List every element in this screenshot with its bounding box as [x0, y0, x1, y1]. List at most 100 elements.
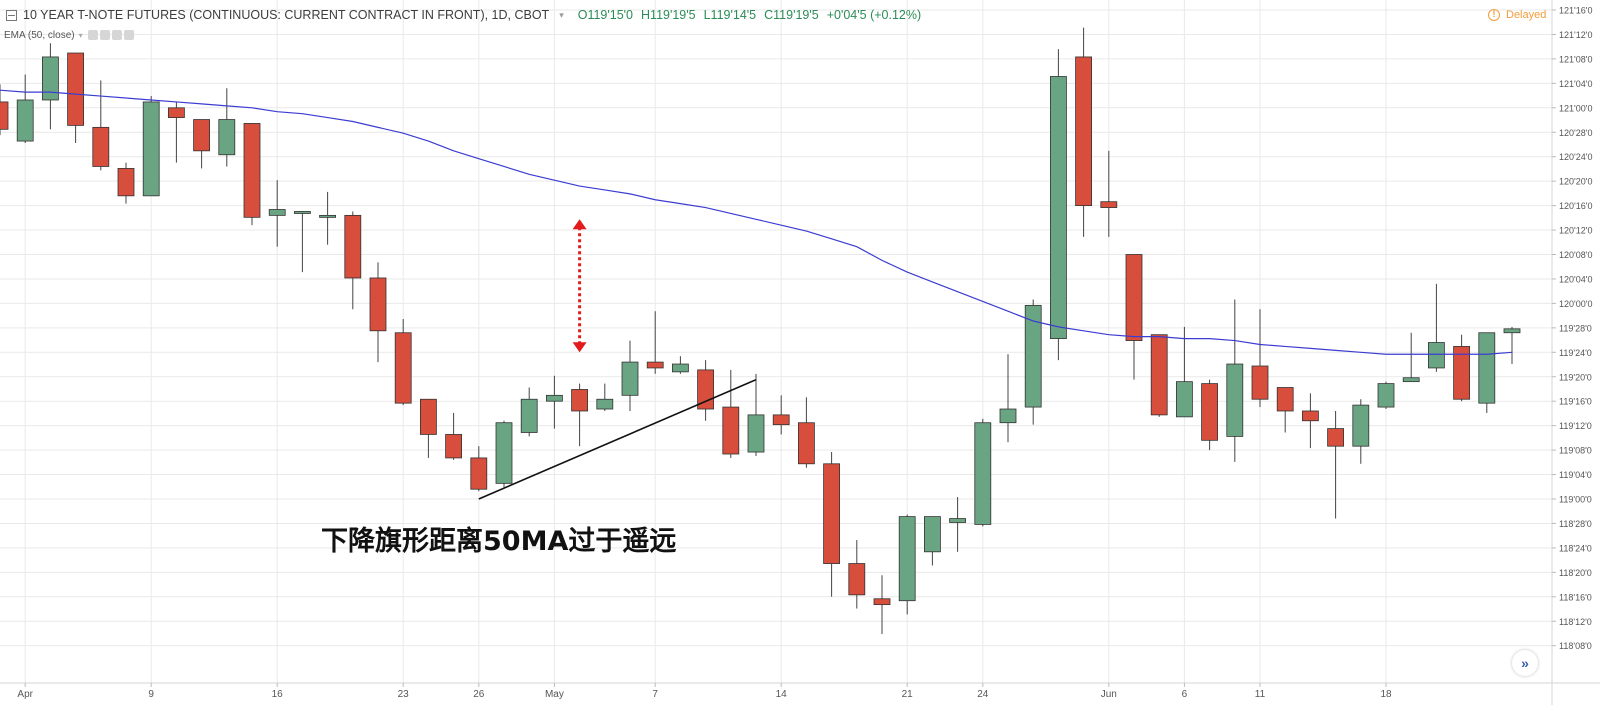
- x-tick-label: 6: [1182, 689, 1188, 700]
- candle-body: [722, 406, 740, 455]
- y-tick-label: 121'04'0: [1559, 79, 1592, 89]
- candle-body: [1402, 377, 1420, 383]
- ohlc-high: H119'19'5: [641, 8, 696, 22]
- candle: [1302, 393, 1319, 449]
- candle: [873, 575, 891, 634]
- x-tick-label: 23: [398, 689, 410, 700]
- candle: [1226, 299, 1244, 462]
- candle: [1024, 299, 1042, 425]
- candle-body: [520, 398, 538, 433]
- candle-body: [67, 52, 84, 126]
- chart-grid: [0, 0, 1552, 683]
- y-tick-label: 119'12'0: [1559, 421, 1592, 431]
- indicator-dropdown-icon[interactable]: ▾: [78, 30, 83, 40]
- candle: [898, 514, 916, 615]
- candle: [1377, 381, 1395, 410]
- candle-body: [1352, 404, 1370, 447]
- trendline: [478, 378, 757, 500]
- candle-body: [924, 516, 941, 553]
- candle: [1100, 150, 1118, 237]
- candle: [67, 52, 84, 144]
- candle-body: [369, 277, 387, 332]
- candle-body: [873, 598, 891, 606]
- x-tick-label: 18: [1380, 689, 1392, 700]
- candle-body: [772, 414, 790, 426]
- candle-body: [1478, 332, 1496, 404]
- candle-body: [319, 214, 337, 218]
- scroll-to-realtime-button[interactable]: »: [1512, 650, 1538, 676]
- candle: [1075, 27, 1092, 237]
- candle-body: [672, 363, 689, 373]
- candle: [672, 356, 689, 374]
- indicator-legend: EMA (50, close) ▾: [4, 27, 136, 43]
- candle-body: [546, 394, 563, 402]
- ohlc-low: L119'14'5: [703, 8, 757, 22]
- candle: [1276, 387, 1294, 433]
- candle-body: [1251, 365, 1269, 400]
- candle: [520, 387, 538, 437]
- candle: [470, 446, 488, 492]
- price-axis[interactable]: 121'16'0 121'12'0 121'08'0 121'04'0 121'00'0…: [1552, 6, 1592, 652]
- candle-body: [445, 434, 463, 459]
- candle: [722, 369, 740, 458]
- candle-body: [1503, 328, 1521, 334]
- y-tick-label: 118'28'0: [1559, 519, 1592, 529]
- candle-body: [571, 389, 588, 412]
- candle: [16, 74, 34, 144]
- close-icon[interactable]: [123, 30, 134, 40]
- y-tick-label: 120'20'0: [1559, 177, 1592, 187]
- candle: [596, 383, 614, 411]
- collapse-icon[interactable]: [6, 9, 17, 21]
- candle-body: [1100, 201, 1118, 208]
- annotation-label: 下降旗形距离50MA过于遥远: [321, 525, 676, 557]
- settings-icon[interactable]: [99, 30, 110, 40]
- candle-body: [1453, 346, 1470, 400]
- x-tick-label: Jun: [1101, 689, 1117, 700]
- y-tick-label: 118'20'0: [1559, 568, 1592, 578]
- candle-body: [142, 101, 160, 197]
- status-label: Delayed: [1506, 9, 1547, 21]
- y-tick-label: 119'20'0: [1559, 372, 1592, 382]
- y-tick-label: 119'24'0: [1559, 348, 1592, 358]
- candle-body: [117, 168, 135, 197]
- candle-body: [747, 414, 765, 453]
- time-axis[interactable]: Apr 9 16 23 26 May 7 14 21 24 Jun 6 11 18: [17, 683, 1392, 700]
- candle-body: [1377, 383, 1395, 408]
- candle-body: [798, 422, 815, 465]
- warning-icon: !: [1488, 9, 1500, 21]
- candle-body: [974, 422, 992, 525]
- x-tick-label: 7: [652, 689, 658, 700]
- eye-icon[interactable]: [87, 30, 98, 40]
- y-tick-label: 120'12'0: [1559, 226, 1592, 236]
- candle: [319, 191, 337, 245]
- candle: [1176, 326, 1193, 418]
- y-tick-label: 119'08'0: [1559, 446, 1592, 456]
- candle: [495, 420, 513, 488]
- delayed-status: ! Delayed: [1488, 4, 1546, 26]
- chart-header: 10 YEAR T-NOTE FUTURES (CONTINUOUS: CURR…: [6, 4, 929, 26]
- candle: [571, 383, 588, 447]
- candle-body: [1226, 363, 1244, 437]
- candle-body: [394, 332, 412, 404]
- candle-body: [999, 408, 1017, 424]
- candle-body: [268, 209, 286, 216]
- ohlc-close: C119'19'5: [764, 8, 819, 22]
- y-tick-label: 119'00'0: [1559, 495, 1592, 505]
- candle-body: [1276, 387, 1294, 412]
- candle-body: [167, 107, 185, 118]
- candle-body: [646, 361, 664, 369]
- candle: [999, 354, 1017, 443]
- y-tick-label: 119'28'0: [1559, 323, 1592, 333]
- add-icon[interactable]: [111, 30, 122, 40]
- candle-body: [1075, 56, 1092, 207]
- y-tick-label: 120'00'0: [1559, 299, 1592, 309]
- symbol-title[interactable]: 10 YEAR T-NOTE FUTURES (CONTINUOUS: CURR…: [23, 8, 550, 22]
- symbol-dropdown-icon[interactable]: ▾: [559, 9, 564, 20]
- candle-body: [92, 126, 110, 167]
- candle: [1150, 334, 1168, 417]
- y-tick-label: 118'12'0: [1559, 617, 1592, 627]
- y-tick-label: 121'08'0: [1559, 54, 1592, 64]
- candle: [848, 540, 866, 609]
- ema-label[interactable]: EMA (50, close): [4, 29, 75, 41]
